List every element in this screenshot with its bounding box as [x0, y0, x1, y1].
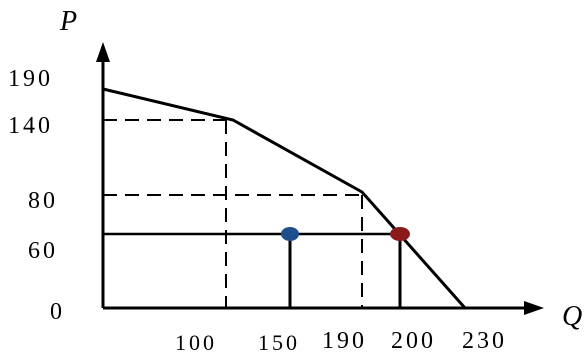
- x-tick-230: 230: [462, 328, 507, 354]
- y-tick-140: 140: [8, 113, 53, 139]
- y-axis-label: P: [59, 6, 77, 37]
- y-tick-190: 190: [8, 66, 53, 92]
- axes: [101, 56, 527, 310]
- y-tick-80: 80: [28, 188, 58, 214]
- x-tick-150: 150: [258, 330, 300, 355]
- y-axis-arrow-icon: [96, 42, 110, 62]
- red-point: [390, 227, 410, 241]
- x-tick-190: 190: [322, 328, 367, 354]
- x-axis-label: Q: [562, 301, 582, 332]
- y-tick-60: 60: [28, 238, 58, 264]
- demand-curve: [102, 87, 467, 309]
- dashed-guides: [103, 119, 363, 308]
- x-tick-200: 200: [391, 328, 436, 354]
- blue-point: [281, 227, 299, 241]
- x-tick-100: 100: [175, 330, 217, 355]
- y-tick-0: 0: [50, 299, 65, 325]
- x-axis-arrow-icon: [524, 301, 544, 315]
